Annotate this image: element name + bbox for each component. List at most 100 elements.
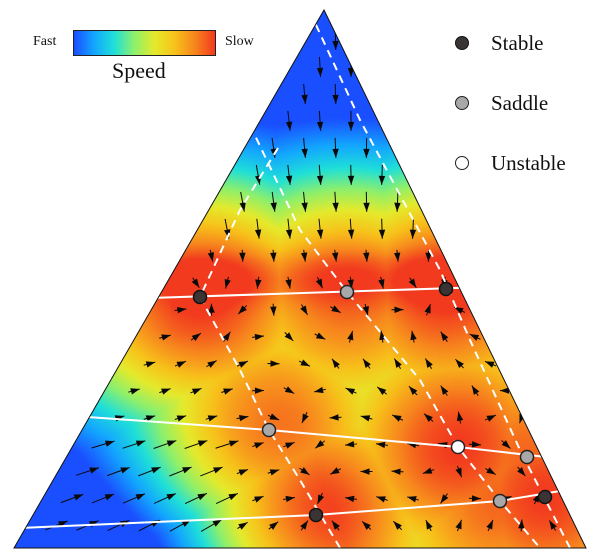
vector-arrow-head bbox=[345, 495, 355, 503]
vector-arrow-head bbox=[317, 494, 325, 504]
vector-arrow-head bbox=[330, 467, 340, 475]
vector-arrow-head bbox=[332, 202, 339, 212]
vector-arrow-head bbox=[161, 334, 171, 341]
vector-arrow-head bbox=[471, 441, 481, 448]
vector-arrow-head bbox=[300, 520, 308, 530]
vector-arrow-head bbox=[316, 175, 324, 185]
vector-arrow-head bbox=[285, 279, 292, 289]
vector-arrow-head bbox=[407, 496, 417, 503]
vector-arrow-head bbox=[285, 229, 293, 239]
vector-arrow-head bbox=[518, 519, 525, 529]
vector-arrow-head bbox=[332, 148, 339, 158]
vector-arrow-head bbox=[161, 388, 171, 395]
vector-arrow-head bbox=[269, 413, 280, 420]
vector-arrow-head bbox=[394, 202, 401, 212]
vector-arrow-head bbox=[347, 175, 355, 185]
vector-arrow-head bbox=[191, 278, 200, 288]
vector-arrow-head bbox=[239, 252, 246, 262]
vector-arrow-head bbox=[145, 415, 156, 422]
vector-arrow-head bbox=[177, 306, 187, 314]
equilibrium-points bbox=[192, 281, 553, 523]
dashed-nullcline bbox=[198, 147, 341, 548]
vector-arrow-head bbox=[166, 440, 177, 447]
vector-arrow-head bbox=[182, 467, 192, 474]
vector-arrow-head bbox=[394, 252, 401, 262]
legend-unstable: Unstable bbox=[455, 148, 566, 178]
vector-arrow-head bbox=[166, 493, 176, 501]
vector-arrow-head bbox=[423, 413, 433, 422]
vector-arrow-head bbox=[151, 467, 161, 474]
saddle-dot-icon bbox=[455, 96, 469, 110]
vector-arrow-head bbox=[301, 148, 308, 158]
vector-arrow-head bbox=[270, 252, 277, 262]
vector-arrow-head bbox=[314, 386, 324, 394]
vector-arrow-head bbox=[425, 358, 433, 368]
vector-arrow-head bbox=[270, 202, 277, 212]
vector-arrow-head bbox=[213, 467, 223, 474]
vector-arrow-head bbox=[391, 468, 401, 475]
vector-arrow-head bbox=[301, 202, 308, 212]
vector-arrow-head bbox=[300, 252, 308, 262]
legend-saddle-label: Saddle bbox=[491, 90, 549, 115]
simplex-outline bbox=[13, 8, 587, 549]
vector-arrow-head bbox=[393, 521, 402, 530]
vector-arrow-head bbox=[332, 94, 339, 104]
vector-arrow-head bbox=[316, 67, 324, 77]
vector-arrow-head bbox=[360, 415, 371, 422]
unstable-dot-icon bbox=[455, 156, 469, 170]
vector-arrow-head bbox=[345, 441, 355, 448]
colorbar-title: Speed bbox=[112, 58, 166, 83]
vector-arrow-head bbox=[394, 306, 404, 313]
vector-arrow-head bbox=[254, 496, 264, 503]
vector-arrow-head bbox=[270, 306, 277, 316]
vector-arrow-head bbox=[104, 440, 115, 447]
vector-arrow-head bbox=[469, 334, 480, 341]
saddle-point bbox=[492, 493, 508, 509]
vector-arrow-head bbox=[315, 278, 323, 289]
speed-colorbar bbox=[73, 30, 216, 56]
vector-arrow-head bbox=[331, 252, 339, 262]
vector-arrow-head bbox=[332, 40, 339, 50]
vector-arrow-head bbox=[424, 304, 431, 314]
legend-unstable-label: Unstable bbox=[491, 150, 566, 175]
vector-arrow-head bbox=[254, 387, 264, 394]
vector-arrow-head bbox=[456, 411, 464, 422]
vector-arrow-head bbox=[347, 279, 354, 289]
vector-arrow-head bbox=[500, 387, 510, 394]
vector-arrow-head bbox=[285, 442, 295, 449]
dashed-nullcline bbox=[309, 11, 571, 548]
saddle-point bbox=[519, 449, 535, 465]
vector-arrow-head bbox=[392, 414, 402, 422]
vector-arrow-head bbox=[376, 441, 386, 449]
vector-arrow-head bbox=[363, 202, 370, 212]
vector-arrow-head bbox=[425, 520, 433, 530]
vector-arrow-head bbox=[207, 360, 217, 368]
vector-arrow-head bbox=[73, 494, 84, 501]
vector-arrow-head bbox=[471, 385, 480, 395]
vector-arrow-head bbox=[455, 359, 464, 369]
vector-arrow-head bbox=[345, 388, 356, 395]
vector-arrow-head bbox=[331, 520, 340, 530]
vector-arrow-head bbox=[228, 493, 238, 501]
stable-point bbox=[308, 507, 324, 523]
colorbar-fast-label: Fast bbox=[33, 34, 57, 49]
vector-arrow-head bbox=[455, 467, 462, 478]
vector-arrow-head bbox=[135, 493, 146, 501]
vector-arrow-head bbox=[284, 386, 295, 394]
vector-arrow-head bbox=[331, 305, 341, 313]
vector-arrow-head bbox=[347, 330, 354, 341]
vector-arrow-head bbox=[440, 494, 449, 504]
vector-arrow-head bbox=[238, 469, 249, 476]
vector-arrow-head bbox=[315, 440, 325, 449]
vector-arrow-head bbox=[425, 252, 432, 262]
vector-arrow-head bbox=[120, 467, 130, 474]
vector-arrow-head bbox=[409, 229, 417, 239]
vector-arrow-head bbox=[135, 440, 146, 447]
vector-arrow-head bbox=[316, 121, 324, 131]
colorbar-slow-label: Slow bbox=[225, 34, 254, 49]
vector-arrow-head bbox=[104, 494, 115, 501]
vector-arrow-head bbox=[130, 388, 140, 395]
vector-arrow-head bbox=[254, 229, 262, 239]
legend-stable: Stable bbox=[455, 28, 544, 58]
